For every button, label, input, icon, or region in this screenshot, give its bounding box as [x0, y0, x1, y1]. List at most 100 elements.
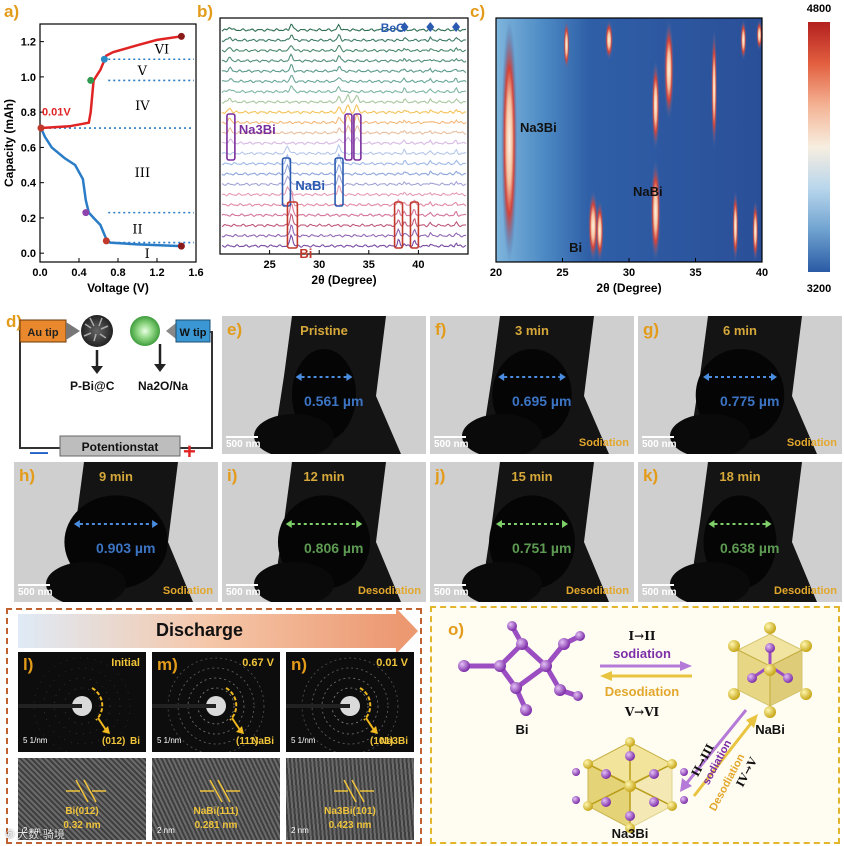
na2o-na-particle: [130, 316, 160, 346]
anode-label: P-Bi@C: [70, 379, 115, 393]
scale-label: 5 1/nm: [157, 736, 182, 745]
intensity-streak: [651, 60, 660, 150]
particle-texture: [83, 317, 109, 342]
panel-label: f): [435, 320, 447, 339]
xrd-pattern: [221, 44, 467, 53]
xrd-pattern: [221, 152, 467, 166]
panel-label-o: o): [448, 620, 465, 639]
xrd-pattern: [221, 136, 467, 146]
x-tick-label: 25: [263, 259, 275, 271]
panel-label: l): [23, 655, 34, 674]
x-tick-label: 30: [623, 267, 635, 279]
na3bi-structure: [572, 737, 688, 833]
scale-label: 5 1/nm: [23, 736, 48, 745]
na3bi-label: Na3Bi: [612, 826, 649, 841]
region-label-I: I: [145, 247, 150, 262]
xrd-pattern: [221, 163, 467, 176]
panel-label: n): [291, 655, 308, 674]
intensity-streak: [605, 20, 614, 60]
xrd-pattern: [221, 143, 467, 156]
xrd-pattern: [221, 23, 467, 32]
xrd-pattern: [221, 53, 467, 63]
na3bi-box: [226, 113, 236, 161]
plot-frame: [39, 23, 197, 263]
scale-bar: [226, 436, 258, 438]
discharge-banner: Discharge: [156, 620, 244, 640]
intensity-streak: [732, 190, 739, 262]
y-tick-label: 1.2: [21, 37, 36, 49]
elapsed-time: 18 min: [719, 469, 761, 484]
schematic-d: Au tip W tip P-Bi@C Na2O/Na Potentionsta…: [19, 315, 213, 458]
scale-bar: [434, 584, 466, 586]
scale-label: 500 nm: [226, 439, 261, 450]
xrd-pattern: [221, 174, 467, 187]
xrd-pattern: [221, 85, 467, 94]
scale-label: 500 nm: [226, 587, 261, 598]
tem-panel-j: j) 15 min 0.751 µm 500 nm Desodiation: [430, 462, 634, 602]
intensity-streak: [650, 160, 661, 262]
nabi-box: [334, 157, 344, 207]
phase-label: NaBi: [251, 736, 274, 747]
chart-c: 20 25 30 35 40 2θ (Degree) Na3Bi NaBi Bi 4800 3200: [490, 3, 831, 295]
voltage-annotation: 0.01V: [42, 107, 71, 119]
xrd-pattern: [222, 113, 467, 125]
heatmap-background: [496, 18, 762, 262]
potentiostat-box: [59, 435, 181, 457]
tem-panel-k: k) 18 min 0.638 µm 500 nm Desodiation: [638, 462, 842, 602]
scale-label: 2 nm: [157, 826, 175, 835]
d-spacing: 0.281 nm: [194, 820, 238, 831]
state-marker: [87, 76, 95, 84]
potentiostat-label: Potentionstat: [82, 440, 159, 454]
x-tick-label: 0.8: [110, 267, 125, 279]
d-spacing: 0.423 nm: [328, 820, 372, 831]
w-tip-label: W tip: [180, 327, 207, 339]
scale-label: 2 nm: [23, 826, 41, 835]
intensity-streak: [740, 20, 747, 60]
lattice-plane: NaBi(111): [193, 806, 239, 817]
region-label-IV: IV: [135, 99, 150, 114]
scale-label: 5 1/nm: [291, 736, 316, 745]
au-tip-point: [66, 322, 80, 340]
scale-label: 500 nm: [18, 587, 53, 598]
panel-label: k): [643, 466, 659, 485]
xrd-pattern: [221, 93, 467, 104]
saed-panel-n: n) 0.01 V (101) Na3Bi 5 1/nm: [286, 652, 414, 752]
bi-box: [286, 201, 299, 249]
process-state: Sodiation: [162, 585, 213, 597]
particle-size: 0.751 µm: [512, 540, 572, 556]
tem-panel-i: i) 12 min 0.806 µm 500 nm Desodiation: [222, 462, 426, 602]
bi-box: [409, 201, 420, 249]
xrd-pattern: [221, 202, 467, 218]
hrtem-panel-l: Bi(012) 0.32 nm 2 nm: [18, 758, 146, 840]
beo-marker: [452, 22, 461, 32]
phase-label: Na3Bi: [379, 736, 408, 747]
scale-bar: [434, 436, 466, 438]
au-tip-label: Au tip: [27, 327, 58, 339]
tem-panel-e: e) Pristine 0.561 µm 500 nm: [222, 316, 426, 454]
watermark: © 大数·骑境: [6, 829, 65, 841]
x-tick-label: 30: [313, 259, 325, 271]
process-state: Desodiation: [566, 585, 629, 597]
na3bi-label: Na3Bi: [520, 120, 557, 135]
x-tick-label: 0.4: [71, 267, 87, 279]
step-v-vi: V→VI: [624, 705, 660, 719]
x-axis-label: 2θ (Degree): [596, 281, 661, 295]
region-label-II: II: [132, 223, 142, 238]
plot-frame: [219, 17, 469, 255]
scale-bar: [642, 584, 674, 586]
x-tick-label: 20: [490, 267, 502, 279]
panel-label: h): [19, 466, 36, 485]
na3bi-label: Na3Bi: [239, 122, 276, 137]
wire-right: [180, 331, 213, 449]
hrtem-panel-n: Na3Bi(101) 0.423 nm 2 nm: [286, 758, 414, 840]
hkl-label: (101): [370, 736, 394, 747]
particle-size: 0.638 µm: [720, 540, 780, 556]
xrd-pattern: [221, 233, 467, 248]
scale-bar: [642, 436, 674, 438]
y-tick-label: 0.2: [21, 213, 36, 225]
x-tick-label: 25: [556, 267, 568, 279]
hrtem-panel-m: NaBi(111) 0.281 nm 2 nm: [152, 758, 280, 840]
na3bi-box: [353, 113, 362, 161]
sodiation-label-1: sodiation: [613, 646, 671, 661]
tem-panel-h: h) 9 min 0.903 µm 500 nm Sodiation: [14, 462, 218, 602]
